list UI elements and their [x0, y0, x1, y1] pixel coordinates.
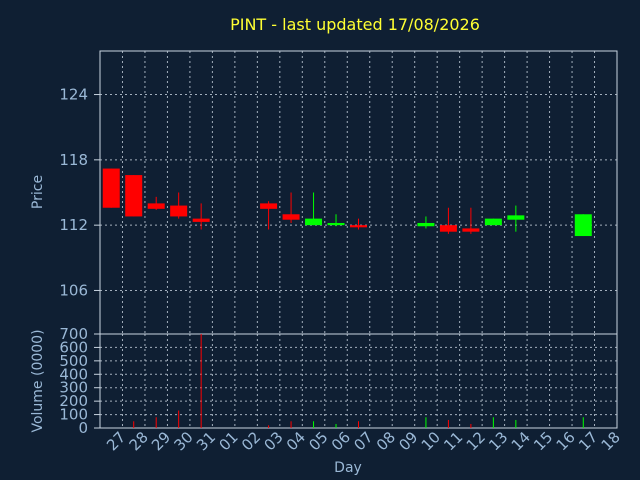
candle-body — [507, 215, 525, 220]
price-y-ticks: 106 112 118 124 — [59, 86, 100, 299]
candle-body — [417, 222, 435, 227]
price-grid — [100, 51, 617, 334]
candle-body — [192, 218, 210, 222]
price-tick-label: 112 — [59, 216, 88, 234]
candles — [102, 168, 592, 237]
volume-tick-label: 100 — [59, 406, 88, 424]
volume-axis-label: Volume (0000) — [30, 329, 46, 432]
volume-tick-label: 0 — [78, 419, 88, 437]
price-tick-label: 124 — [59, 86, 88, 104]
candle-body — [260, 203, 278, 209]
volume-tick-label: 300 — [59, 379, 88, 397]
price-panel-frame — [99, 50, 618, 335]
x-ticks: 2728293031010203040506070809101112131415… — [103, 428, 624, 454]
volume-tick-label: 400 — [59, 365, 88, 383]
candle-body — [484, 218, 502, 226]
candle-body — [102, 168, 120, 208]
candle-body — [282, 214, 300, 220]
x-tick-label: 18 — [598, 428, 624, 454]
price-axis-label: Price — [30, 175, 46, 209]
candle-body — [327, 222, 345, 226]
candle-body — [305, 218, 323, 226]
volume-tick-label: 500 — [59, 352, 88, 370]
x-axis-label: Day — [334, 460, 362, 476]
candle-body — [125, 175, 143, 217]
price-tick-label: 106 — [59, 281, 88, 299]
volume-tick-label: 600 — [59, 338, 88, 356]
candle-body — [439, 225, 457, 232]
candle-body — [170, 205, 188, 217]
candle-body — [574, 214, 592, 237]
candle-body — [147, 203, 165, 209]
price-tick-label: 118 — [59, 151, 88, 169]
volume-bars — [133, 334, 584, 428]
chart-title: PINT - last updated 17/08/2026 — [230, 15, 480, 34]
candle-body — [462, 228, 480, 232]
volume-grid — [100, 334, 617, 428]
candle-body — [350, 225, 367, 228]
volume-panel-frame — [99, 333, 618, 429]
volume-tick-label: 200 — [59, 392, 88, 410]
volume-tick-label: 700 — [59, 325, 88, 343]
